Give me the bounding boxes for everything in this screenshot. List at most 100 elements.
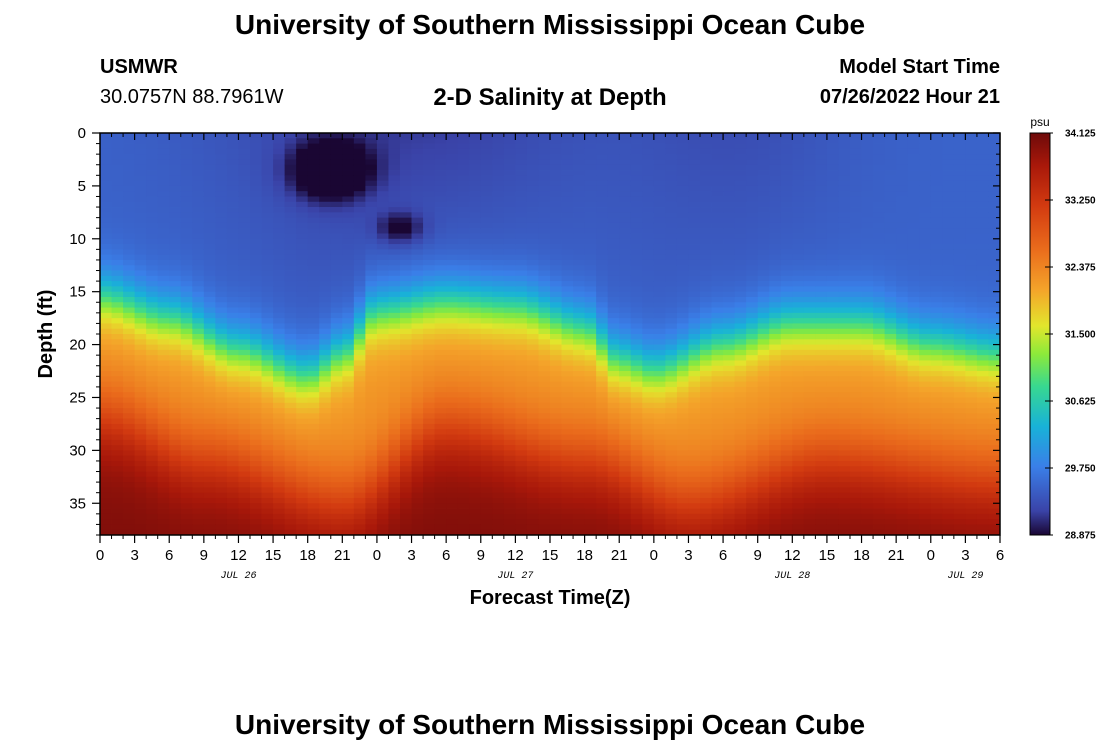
heatmap-cell: [596, 344, 609, 351]
heatmap-cell: [550, 138, 562, 144]
heatmap-cell: [342, 312, 355, 319]
heatmap-cell: [180, 519, 193, 525]
heatmap-cell: [353, 148, 366, 155]
heatmap-cell: [250, 207, 262, 213]
heatmap-cell: [261, 281, 274, 287]
heatmap-cell: [446, 270, 459, 277]
heatmap-cell: [711, 291, 724, 298]
heatmap-cell: [515, 418, 528, 425]
heatmap-cell: [815, 408, 828, 414]
heatmap-cell: [180, 291, 193, 298]
heatmap-cell: [538, 413, 551, 420]
heatmap-cell: [503, 222, 516, 229]
heatmap-cell: [342, 154, 355, 160]
heatmap-cell: [596, 185, 609, 192]
heatmap-cell: [434, 360, 447, 367]
heatmap-cell: [826, 185, 839, 192]
heatmap-cell: [665, 175, 678, 182]
heatmap-cell: [653, 519, 666, 525]
heatmap-cell: [307, 281, 320, 287]
heatmap-cell: [353, 408, 366, 414]
heatmap-cell: [365, 439, 378, 446]
heatmap-cell: [353, 371, 366, 377]
heatmap-cell: [780, 371, 793, 377]
heatmap-cell: [376, 371, 389, 377]
heatmap-cell: [365, 159, 378, 166]
heatmap-cell: [769, 360, 782, 367]
heatmap-cell: [284, 381, 297, 388]
heatmap-cell: [215, 180, 228, 187]
heatmap-cell: [573, 207, 586, 213]
heatmap-cell: [526, 386, 539, 393]
heatmap-cell: [250, 429, 262, 435]
heatmap-cell: [746, 328, 759, 335]
heatmap-cell: [411, 365, 424, 372]
heatmap-cell: [642, 296, 655, 303]
heatmap-cell: [319, 133, 332, 139]
heatmap-cell: [296, 154, 309, 160]
heatmap-cell: [215, 402, 228, 409]
heatmap-cell: [319, 434, 332, 441]
heatmap-cell: [850, 386, 862, 393]
heatmap-cell: [365, 281, 378, 287]
heatmap-cell: [607, 381, 620, 388]
heatmap-cell: [169, 201, 182, 208]
heatmap-cell: [446, 138, 459, 144]
heatmap-cell: [376, 450, 389, 457]
heatmap-cell: [192, 212, 205, 219]
heatmap-cell: [838, 159, 851, 166]
heatmap-cell: [596, 296, 609, 303]
heatmap-cell: [215, 386, 228, 393]
heatmap-cell: [630, 376, 643, 383]
heatmap-cell: [319, 408, 332, 414]
heatmap-cell: [850, 180, 862, 187]
heatmap-cell: [792, 164, 805, 171]
heatmap-cell: [353, 143, 366, 150]
heatmap-cell: [169, 244, 182, 250]
heatmap-cell: [469, 154, 482, 160]
heatmap-cell: [457, 492, 470, 499]
heatmap-cell: [261, 355, 274, 361]
heatmap-cell: [319, 445, 332, 451]
heatmap-cell: [584, 376, 597, 383]
heatmap-cell: [457, 133, 470, 139]
heatmap-cell: [376, 307, 389, 314]
heatmap-cell: [203, 360, 216, 367]
heatmap-cell: [388, 302, 401, 308]
heatmap-cell: [457, 217, 470, 224]
heatmap-cell: [423, 265, 436, 271]
heatmap-cell: [838, 408, 851, 414]
heatmap-cell: [792, 222, 805, 229]
heatmap-cell: [469, 307, 482, 314]
heatmap-cell: [146, 154, 159, 160]
heatmap-cell: [215, 392, 228, 398]
heatmap-cell: [480, 508, 493, 515]
heatmap-cell: [457, 265, 470, 271]
heatmap-cell: [457, 513, 470, 520]
heatmap-cell: [434, 254, 447, 261]
heatmap-cell: [330, 201, 343, 208]
heatmap-cell: [261, 328, 274, 335]
heatmap-cell: [469, 249, 482, 256]
heatmap-cell: [780, 386, 793, 393]
heatmap-cell: [665, 281, 678, 287]
heatmap-cell: [803, 212, 816, 219]
heatmap-cell: [192, 185, 205, 192]
heatmap-cell: [307, 408, 320, 414]
heatmap-cell: [538, 138, 551, 144]
heatmap-cell: [192, 355, 205, 361]
heatmap-cell: [180, 159, 193, 166]
heatmap-cell: [492, 529, 505, 536]
heatmap-cell: [780, 286, 793, 293]
heatmap-cell: [676, 148, 689, 155]
heatmap-cell: [746, 423, 759, 430]
heatmap-cell: [503, 164, 516, 171]
heatmap-cell: [111, 323, 124, 330]
heatmap-cell: [815, 302, 828, 308]
heatmap-cell: [457, 413, 470, 420]
heatmap-cell: [411, 471, 424, 478]
heatmap-cell: [838, 429, 851, 435]
heatmap-cell: [665, 508, 678, 515]
heatmap-cell: [434, 397, 447, 404]
heatmap-cell: [146, 244, 159, 250]
